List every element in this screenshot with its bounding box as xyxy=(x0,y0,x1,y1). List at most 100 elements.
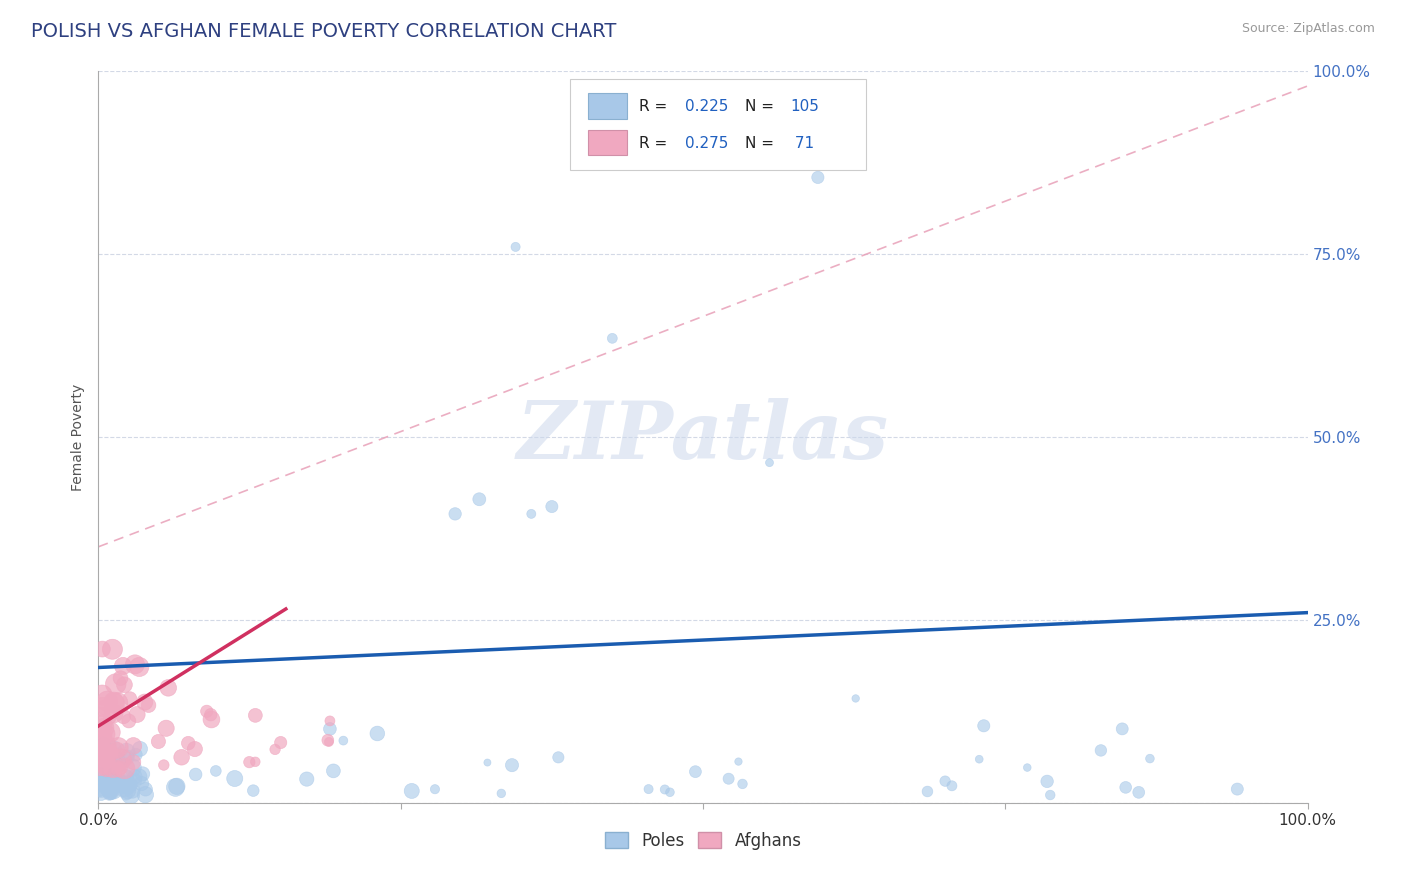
Point xyxy=(134,788,156,802)
Point xyxy=(200,713,222,727)
Point xyxy=(101,775,124,789)
Point xyxy=(807,170,830,185)
Point xyxy=(96,754,118,768)
Point xyxy=(100,774,122,789)
Point xyxy=(540,500,562,514)
Point xyxy=(127,707,149,722)
Point xyxy=(98,746,121,760)
Point xyxy=(1039,788,1062,802)
Point xyxy=(94,782,117,797)
Point xyxy=(91,700,114,714)
Point xyxy=(117,778,139,792)
Point xyxy=(114,771,136,785)
Point xyxy=(717,772,740,786)
Point xyxy=(98,710,121,724)
FancyBboxPatch shape xyxy=(569,78,866,170)
Text: 0.225: 0.225 xyxy=(685,99,728,113)
Point xyxy=(200,707,222,722)
Point xyxy=(128,770,150,784)
Point xyxy=(124,773,146,788)
Point xyxy=(110,775,132,789)
Point xyxy=(118,691,141,706)
Point xyxy=(112,780,135,795)
Point xyxy=(93,721,115,735)
FancyBboxPatch shape xyxy=(588,130,627,155)
Point xyxy=(115,787,138,801)
Point xyxy=(101,776,124,790)
Point xyxy=(101,761,124,775)
Point xyxy=(195,704,218,718)
Point xyxy=(1226,782,1249,797)
Point xyxy=(98,787,121,801)
Point xyxy=(170,750,193,764)
Point xyxy=(97,765,120,780)
Point xyxy=(122,755,145,769)
Point xyxy=(121,783,143,797)
Point xyxy=(98,725,121,739)
Point xyxy=(270,735,292,749)
Point xyxy=(131,767,153,781)
Point xyxy=(94,749,117,764)
Point xyxy=(96,760,118,774)
Point xyxy=(94,729,117,743)
Point xyxy=(93,700,115,714)
Point xyxy=(103,780,125,794)
Point xyxy=(505,240,527,254)
Point xyxy=(731,777,754,791)
Point xyxy=(967,752,990,766)
Point xyxy=(477,756,499,770)
Point xyxy=(547,750,569,764)
Point xyxy=(91,741,114,756)
Text: R =: R = xyxy=(638,99,672,113)
Text: 71: 71 xyxy=(790,136,814,151)
Point xyxy=(90,711,112,725)
Point xyxy=(94,775,117,789)
Point xyxy=(120,779,142,793)
Point xyxy=(103,697,125,711)
Point xyxy=(107,759,129,773)
Point xyxy=(138,698,160,713)
Point xyxy=(114,774,136,789)
Point xyxy=(316,733,339,747)
Point xyxy=(101,642,124,657)
Point xyxy=(90,741,112,756)
Point xyxy=(103,741,125,756)
Point xyxy=(94,727,117,741)
Point xyxy=(917,784,939,798)
Point xyxy=(242,783,264,797)
Point xyxy=(94,747,117,762)
Point xyxy=(90,781,112,796)
Point xyxy=(90,747,112,761)
Point xyxy=(124,657,146,672)
Point xyxy=(96,780,118,795)
Point xyxy=(118,714,141,728)
Text: ZIPatlas: ZIPatlas xyxy=(517,399,889,475)
Point xyxy=(111,778,134,792)
Point xyxy=(107,740,129,755)
Point xyxy=(184,742,207,756)
Point xyxy=(295,772,318,786)
Point xyxy=(101,775,124,789)
Point xyxy=(318,735,340,749)
Point xyxy=(98,760,121,774)
Point xyxy=(1128,785,1150,799)
Point xyxy=(264,742,287,756)
Point xyxy=(148,734,170,748)
Point xyxy=(100,787,122,801)
FancyBboxPatch shape xyxy=(588,94,627,119)
Point xyxy=(115,745,138,759)
Point xyxy=(845,691,868,706)
Point xyxy=(96,694,118,708)
Point xyxy=(98,776,121,790)
Text: N =: N = xyxy=(745,136,779,151)
Point xyxy=(89,760,111,774)
Point xyxy=(114,761,136,775)
Point xyxy=(103,706,125,721)
Point xyxy=(941,779,963,793)
Point xyxy=(491,786,513,800)
Point xyxy=(685,764,707,779)
Point xyxy=(90,718,112,732)
Point xyxy=(91,642,114,657)
Point xyxy=(117,783,139,797)
Legend: Poles, Afghans: Poles, Afghans xyxy=(598,825,808,856)
